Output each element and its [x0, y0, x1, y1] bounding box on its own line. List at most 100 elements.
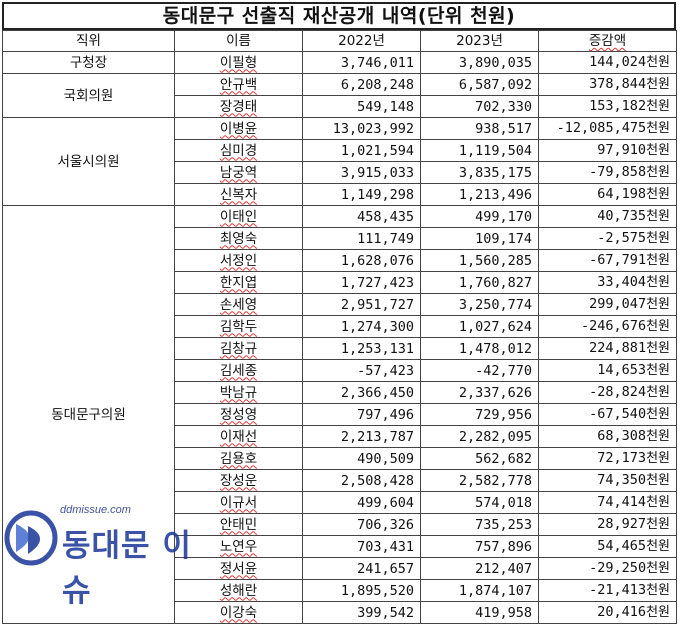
- diff-cell: -28,824천원: [538, 381, 677, 404]
- value-y2022-cell: 1,274,300: [302, 315, 421, 338]
- table-row: 노연우 703,431 757,896 54,465천원: [3, 535, 677, 558]
- value-y2022-cell: 706,326: [302, 513, 421, 536]
- value-y2022-cell: 2,213,787: [302, 425, 421, 448]
- table-row: 정성영 797,496 729,956 -67,540천원: [3, 403, 677, 426]
- table-row: 서울시의원 이병윤 13,023,992 938,517 -12,085,475천원: [2, 117, 677, 206]
- table-row: 김창규 1,253,131 1,478,012 224,881천원: [3, 337, 677, 360]
- role-cell: 동대문구의원: [2, 205, 175, 624]
- value-y2022-cell: 2,508,428: [302, 469, 421, 492]
- name-cell: 이태인: [174, 205, 303, 228]
- name-cell: 신복자: [174, 183, 303, 206]
- value-y2022-cell: 2,366,450: [302, 381, 421, 404]
- diff-cell: 14,653천원: [538, 359, 677, 382]
- value-y2022-cell: 549,148: [302, 95, 421, 118]
- value-y2023-cell: 2,282,095: [420, 425, 539, 448]
- value-y2023-cell: 1,760,827: [420, 271, 539, 294]
- diff-cell: 299,047천원: [538, 293, 677, 316]
- header-name: 이름: [174, 30, 303, 52]
- diff-cell: -2,575천원: [538, 227, 677, 250]
- name-cell: 김세종: [174, 359, 303, 382]
- name-cell: 김창규: [174, 337, 303, 360]
- diff-cell: 224,881천원: [538, 337, 677, 360]
- name-cell: 서정인: [174, 249, 303, 272]
- value-y2023-cell: 1,874,107: [420, 579, 539, 602]
- name-cell: 장경태: [174, 95, 303, 118]
- value-y2023-cell: 1,560,285: [420, 249, 539, 272]
- name-cell: 이병윤: [174, 117, 303, 140]
- value-y2022-cell: 241,657: [302, 557, 421, 580]
- name-cell: 최영숙: [174, 227, 303, 250]
- diff-cell: -246,676천원: [538, 315, 677, 338]
- value-y2022-cell: 1,895,520: [302, 579, 421, 602]
- name-cell: 안규백: [174, 73, 303, 96]
- name-cell: 이필형: [174, 51, 303, 74]
- value-y2023-cell: 757,896: [420, 535, 539, 558]
- value-y2022-cell: 1,149,298: [302, 183, 421, 206]
- diff-cell: 72,173천원: [538, 447, 677, 470]
- table-row: 국회의원 안규백 6,208,248 6,587,092 378,844천원: [2, 73, 677, 118]
- diff-cell: -67,791천원: [538, 249, 677, 272]
- table-row: 동대문구의원 이태인 458,435 499,170 40,735천원: [2, 205, 677, 624]
- table-body: 구청장 이필형 3,746,011 3,890,035 144,024천원 국회의원 안규백…: [2, 51, 677, 624]
- value-y2022-cell: -57,423: [302, 359, 421, 382]
- value-y2023-cell: 562,682: [420, 447, 539, 470]
- header-2023: 2023년: [420, 30, 539, 52]
- value-y2022-cell: 399,542: [302, 601, 421, 624]
- table-row: 구청장 이필형 3,746,011 3,890,035 144,024천원: [2, 51, 677, 74]
- name-cell: 정성영: [174, 403, 303, 426]
- value-y2023-cell: 3,890,035: [420, 51, 539, 74]
- name-cell: 이재선: [174, 425, 303, 448]
- value-y2023-cell: 109,174: [420, 227, 539, 250]
- header-diff: 증감액: [538, 30, 677, 52]
- diff-cell: 97,910천원: [538, 139, 677, 162]
- value-y2022-cell: 458,435: [302, 205, 421, 228]
- diff-cell: 153,182천원: [538, 95, 677, 118]
- value-y2023-cell: 2,582,778: [420, 469, 539, 492]
- value-y2022-cell: 490,509: [302, 447, 421, 470]
- name-cell: 이강숙: [174, 601, 303, 624]
- diff-cell: 74,350천원: [538, 469, 677, 492]
- name-cell: 정서윤: [174, 557, 303, 580]
- diff-cell: -12,085,475천원: [538, 117, 677, 140]
- value-y2023-cell: 419,958: [420, 601, 539, 624]
- diff-cell: 64,198천원: [538, 183, 677, 206]
- diff-cell: 40,735천원: [538, 205, 677, 228]
- value-y2022-cell: 703,431: [302, 535, 421, 558]
- diff-cell: 54,465천원: [538, 535, 677, 558]
- value-y2022-cell: 6,208,248: [302, 73, 421, 96]
- value-y2023-cell: 3,835,175: [420, 161, 539, 184]
- value-y2023-cell: 499,170: [420, 205, 539, 228]
- role-cell: 구청장: [2, 51, 175, 74]
- name-cell: 남궁역: [174, 161, 303, 184]
- name-cell: 성해란: [174, 579, 303, 602]
- diff-cell: -21,413천원: [538, 579, 677, 602]
- header-row: 직위 이름 2022년 2023년 증감액: [2, 30, 677, 52]
- value-y2022-cell: 797,496: [302, 403, 421, 426]
- value-y2022-cell: 1,021,594: [302, 139, 421, 162]
- value-y2023-cell: 938,517: [420, 117, 539, 140]
- value-y2022-cell: 499,604: [302, 491, 421, 514]
- name-cell: 박남규: [174, 381, 303, 404]
- table-row: 최영숙 111,749 109,174 -2,575천원: [3, 227, 677, 250]
- name-cell: 한지엽: [174, 271, 303, 294]
- value-y2023-cell: 2,337,626: [420, 381, 539, 404]
- table-row: 안태민 706,326 735,253 28,927천원: [3, 513, 677, 536]
- value-y2022-cell: 111,749: [302, 227, 421, 250]
- diff-cell: -29,250천원: [538, 557, 677, 580]
- header-role: 직위: [2, 30, 175, 52]
- table-row: 한지엽 1,727,423 1,760,827 33,404천원: [3, 271, 677, 294]
- value-y2022-cell: 13,023,992: [302, 117, 421, 140]
- diff-cell: -67,540천원: [538, 403, 677, 426]
- value-y2023-cell: 1,478,012: [420, 337, 539, 360]
- name-cell: 노연우: [174, 535, 303, 558]
- name-cell: 김학두: [174, 315, 303, 338]
- value-y2022-cell: 1,727,423: [302, 271, 421, 294]
- diff-cell: 144,024천원: [538, 51, 677, 74]
- role-cell: 서울시의원: [2, 117, 175, 206]
- table-row: 신복자 1,149,298 1,213,496 64,198천원: [3, 183, 677, 206]
- value-y2023-cell: 6,587,092: [420, 73, 539, 96]
- value-y2022-cell: 1,628,076: [302, 249, 421, 272]
- header-2022: 2022년: [302, 30, 421, 52]
- value-y2023-cell: 729,956: [420, 403, 539, 426]
- page-title: 동대문구 선출직 재산공개 내역(단위 천원): [2, 2, 676, 30]
